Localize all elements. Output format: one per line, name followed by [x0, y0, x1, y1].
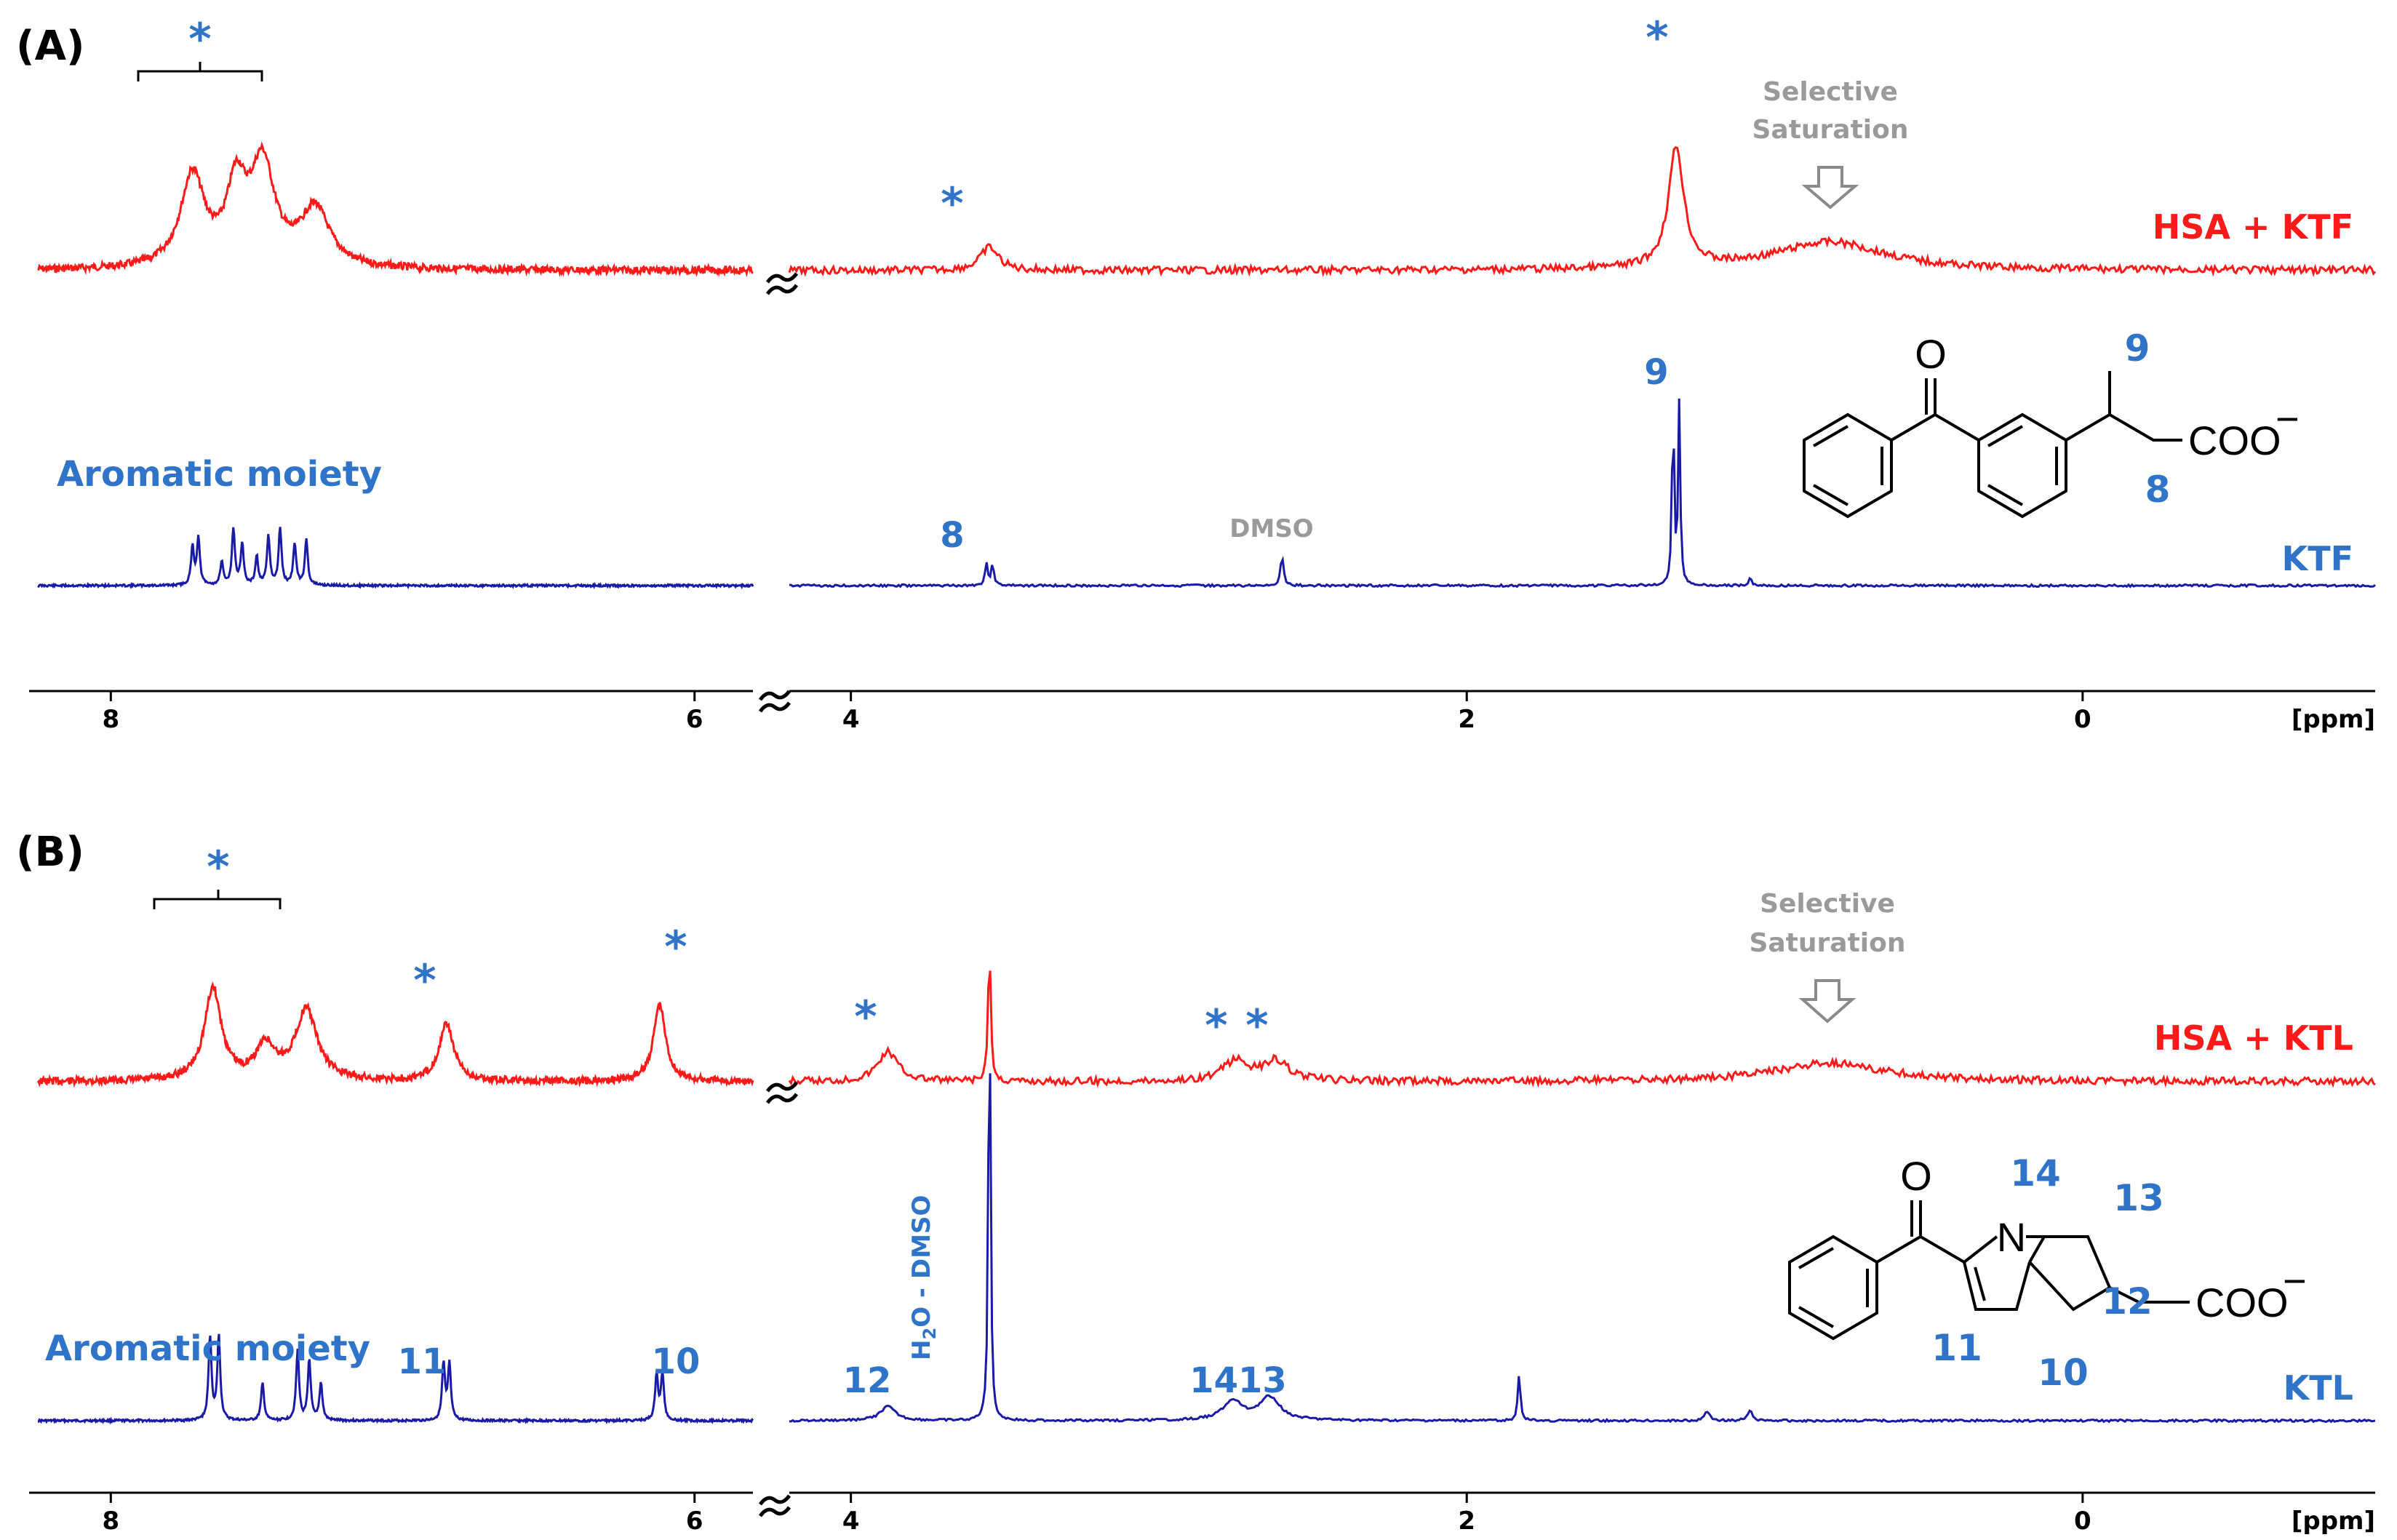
aromatic-bracket-a [137, 62, 263, 81]
x-tick-label: 8 [102, 1507, 119, 1536]
panel-b: (B) * * * * * * Selective Saturation HSA… [16, 829, 2376, 1536]
peak-label-12: 12 [843, 1360, 892, 1401]
ketorolac-num-13: 13 [2113, 1177, 2164, 1219]
selective-saturation-b-line1: Selective [1760, 889, 1895, 919]
ketoprofen-carbonyl-o: O [1915, 331, 1947, 377]
selective-saturation-b-arrow [1798, 979, 1856, 1024]
ketoprofen-acid: COO [2188, 418, 2281, 463]
ketorolac-num-11: 11 [1931, 1327, 1982, 1369]
trace-label-hsa-ktl: HSA + KTL [2154, 1018, 2353, 1058]
x-tick-label: 8 [102, 705, 119, 734]
ketorolac-num-10: 10 [2038, 1352, 2089, 1394]
star-b-2.75: * [1205, 1000, 1227, 1051]
x-tick-label: 4 [842, 705, 860, 734]
solvent-label-b: H2O - DMSO [907, 1195, 940, 1360]
trace-hsa-ktl [36, 970, 2376, 1088]
star-b-2.62: * [1245, 1000, 1268, 1051]
panel-a: (A) * * * Selective Saturation HSA + KTF… [16, 12, 2377, 734]
aromatic-moiety-b: Aromatic moiety [45, 1328, 370, 1369]
x-tick-label: 0 [2074, 1507, 2091, 1536]
ketorolac-nitrogen: N [1997, 1214, 2026, 1260]
star-b-3.88: * [854, 992, 877, 1042]
trace-break-b [765, 1081, 799, 1104]
x-axis-a: 8 6 4 2 0 [ppm] [29, 690, 2375, 734]
svg-text:H2O - DMSO: H2O - DMSO [907, 1195, 940, 1360]
ketorolac-num-12: 12 [2102, 1280, 2153, 1322]
selective-saturation-a-line2: Saturation [1752, 115, 1908, 145]
star-b-6.85: * [413, 955, 436, 1006]
selective-saturation-a-arrow [1801, 166, 1859, 210]
molecule-ketoprofen [1803, 371, 2182, 519]
ketorolac-num-14: 14 [2010, 1152, 2061, 1194]
trace-break-a [765, 272, 799, 295]
star-a-aromatic: * [188, 14, 211, 65]
aromatic-bracket-b [153, 890, 282, 909]
ketorolac-acid: COO [2195, 1280, 2289, 1325]
star-a-1.32: * [1646, 12, 1668, 63]
x-tick-label: 6 [686, 1507, 703, 1536]
trace-ktl [37, 1073, 2376, 1425]
peak-label-10: 10 [652, 1341, 701, 1382]
trace-ktf [37, 398, 2376, 590]
selective-saturation-b-line2: Saturation [1749, 928, 1905, 958]
x-tick-label: 0 [2074, 705, 2091, 734]
x-tick-label: 6 [686, 705, 703, 734]
molecule-ketorolac [1788, 1200, 2190, 1341]
ketoprofen-charge: − [2276, 396, 2300, 442]
trace-hsa-ktf [37, 140, 2377, 278]
panel-a-label: (A) [16, 23, 85, 70]
x-unit-a: [ppm] [2292, 705, 2375, 734]
ketorolac-carbonyl-o: O [1900, 1153, 1932, 1199]
peak-label-9: 9 [1644, 352, 1668, 393]
peak-label-14-13: 1413 [1189, 1360, 1287, 1401]
panel-b-label: (B) [16, 829, 84, 876]
ketoprofen-num-8: 8 [2145, 468, 2171, 511]
trace-label-ktf: KTF [2282, 539, 2353, 578]
x-unit-b: [ppm] [2292, 1507, 2375, 1536]
aromatic-moiety-a: Aromatic moiety [57, 454, 382, 495]
trace-label-hsa-ktf: HSA + KTF [2153, 207, 2353, 247]
x-tick-label: 2 [1458, 705, 1475, 734]
ketoprofen-num-9: 9 [2125, 327, 2150, 370]
selective-saturation-a-line1: Selective [1763, 77, 1898, 107]
x-tick-label: 4 [842, 1507, 860, 1536]
x-axis-b: 8 6 4 2 0 [ppm] [29, 1491, 2375, 1536]
peak-label-11: 11 [398, 1341, 447, 1382]
dmso-label: DMSO [1229, 514, 1313, 543]
trace-label-ktl: KTL [2284, 1368, 2353, 1408]
star-b-6.12: * [664, 922, 687, 973]
star-a-3.55: * [941, 178, 963, 229]
ketorolac-charge: − [2283, 1258, 2307, 1304]
star-b-aromatic: * [207, 842, 229, 893]
peak-label-8: 8 [940, 515, 964, 556]
x-tick-label: 2 [1458, 1507, 1475, 1536]
